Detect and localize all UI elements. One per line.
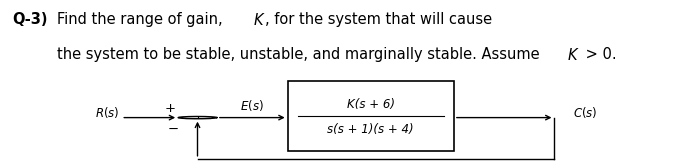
Bar bbox=[288, 81, 454, 151]
Text: s(s + 1)(s + 4): s(s + 1)(s + 4) bbox=[327, 123, 414, 136]
Text: > 0.: > 0. bbox=[581, 47, 616, 62]
Text: $R(s)$: $R(s)$ bbox=[95, 105, 120, 120]
Text: the system to be stable, unstable, and marginally stable. Assume: the system to be stable, unstable, and m… bbox=[57, 47, 544, 62]
Text: Find the range of gain,: Find the range of gain, bbox=[57, 12, 227, 27]
Text: , for the system that will cause: , for the system that will cause bbox=[265, 12, 493, 27]
Text: $K$: $K$ bbox=[253, 12, 265, 28]
Text: K(s + 6): K(s + 6) bbox=[346, 98, 395, 111]
Text: $C(s)$: $C(s)$ bbox=[573, 105, 598, 120]
Text: $K$: $K$ bbox=[567, 47, 579, 63]
Text: $-$: $-$ bbox=[167, 122, 178, 135]
Text: $E(s)$: $E(s)$ bbox=[240, 98, 264, 113]
Text: Q-3): Q-3) bbox=[12, 12, 48, 27]
Text: +: + bbox=[164, 102, 175, 115]
